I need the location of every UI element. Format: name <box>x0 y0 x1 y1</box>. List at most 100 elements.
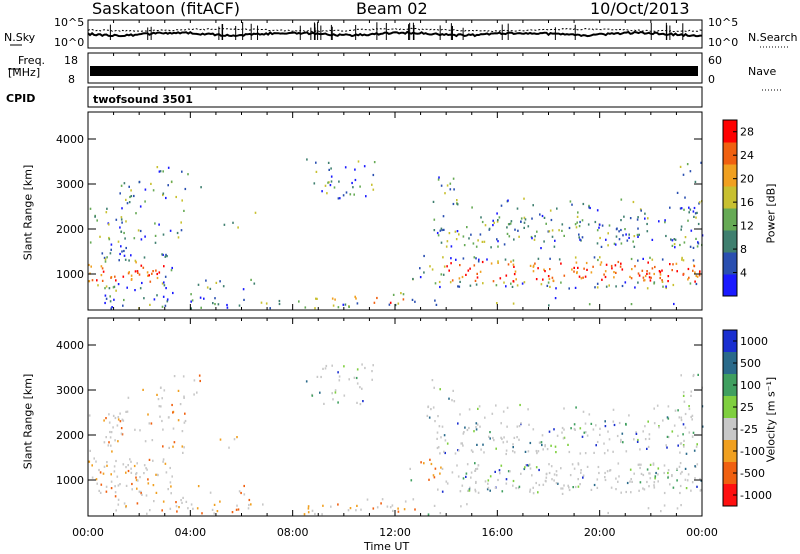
velocity-cell <box>131 488 133 491</box>
power-cell <box>453 188 455 191</box>
velocity-cell <box>592 428 595 431</box>
power-cell <box>512 280 515 283</box>
velocity-cell <box>518 485 521 488</box>
power-cell <box>330 175 333 178</box>
velocity-cell <box>146 512 148 515</box>
power-cell <box>315 161 317 164</box>
power-cell <box>688 276 690 279</box>
velocity-cell <box>348 378 350 381</box>
velocity-cell <box>136 487 138 490</box>
velocity-cell <box>505 452 507 456</box>
velocity-cell <box>693 449 696 452</box>
velocity-cell <box>584 452 587 455</box>
velocity-cell <box>484 480 487 483</box>
velocity-cell <box>110 444 112 447</box>
velocity-cell <box>475 422 478 425</box>
power-cell <box>440 241 443 244</box>
power-cell <box>490 246 492 249</box>
velocity-colorbar-tick-label: -25 <box>740 423 758 436</box>
velocity-cell <box>486 488 489 491</box>
velocity-cell <box>322 367 324 370</box>
velocity-cell <box>116 475 119 478</box>
velocity-cell <box>183 396 185 399</box>
power-cell <box>582 276 584 279</box>
velocity-cell <box>509 470 511 473</box>
velocity-cell <box>347 509 350 512</box>
power-cell <box>639 208 642 211</box>
velocity-cell <box>169 466 171 470</box>
velocity-cell <box>122 463 125 466</box>
power-cell <box>692 259 695 262</box>
velocity-cell <box>133 464 136 468</box>
power-cell <box>622 234 624 237</box>
velocity-cell <box>644 438 647 441</box>
velocity-cell <box>545 473 548 476</box>
velocity-cell <box>663 471 665 475</box>
power-cell <box>446 184 449 187</box>
power-cell <box>603 273 605 276</box>
velocity-cell <box>465 475 467 478</box>
power-cell <box>451 279 454 282</box>
velocity-cell <box>649 477 652 480</box>
power-cell <box>122 275 125 278</box>
power-cell <box>539 213 541 216</box>
velocity-cell <box>356 504 358 507</box>
velocity-cell <box>147 413 149 416</box>
velocity-cell <box>613 423 616 427</box>
velocity-cell <box>571 463 574 466</box>
power-cell <box>697 241 699 244</box>
power-cell <box>540 247 542 250</box>
velocity-cell <box>686 479 689 482</box>
power-cell <box>623 215 625 218</box>
power-cell <box>665 285 667 288</box>
velocity-cell <box>512 484 514 487</box>
power-cell <box>222 285 225 288</box>
power-cell <box>492 224 494 227</box>
velocity-cell <box>164 462 167 465</box>
velocity-cell <box>507 470 510 473</box>
velocity-cell <box>135 476 137 479</box>
power-cell <box>598 223 601 226</box>
power-cell <box>209 287 212 290</box>
power-cell <box>624 281 627 284</box>
power-cell <box>446 265 448 268</box>
power-cell <box>164 304 167 307</box>
velocity-colorbar-tick-label: 1000 <box>740 335 768 348</box>
power-cell <box>649 279 652 282</box>
power-cell <box>119 192 121 195</box>
power-cell <box>681 256 683 259</box>
velocity-cell <box>553 473 556 476</box>
power-cell <box>339 197 341 200</box>
velocity-cell <box>162 500 165 503</box>
velocity-cell <box>325 364 328 368</box>
velocity-cell <box>647 420 649 423</box>
velocity-cell <box>548 463 550 466</box>
velocity-cell <box>574 428 576 431</box>
power-cell <box>106 256 108 259</box>
power-cell <box>412 277 414 281</box>
power-cell <box>578 275 581 278</box>
velocity-cell <box>152 484 155 487</box>
velocity-cell <box>420 461 422 464</box>
cpid-value: twofsound 3501 <box>93 93 193 106</box>
power-cell <box>91 279 94 282</box>
velocity-cell <box>694 465 696 468</box>
nsearch-series <box>87 27 703 33</box>
velocity-cell <box>653 484 655 487</box>
velocity-cell <box>635 431 637 434</box>
velocity-cell <box>677 444 679 447</box>
power-cell <box>443 265 446 268</box>
power-cell <box>475 257 477 260</box>
velocity-cell <box>169 507 172 510</box>
velocity-cell <box>441 425 444 428</box>
velocity-cell <box>501 437 503 441</box>
power-cell <box>164 255 167 258</box>
velocity-cell <box>639 481 642 484</box>
power-cell <box>532 264 535 267</box>
power-cell <box>348 305 350 308</box>
power-cell <box>452 202 455 206</box>
power-cell <box>130 189 132 192</box>
velocity-cell <box>610 486 613 489</box>
power-cell <box>517 229 519 232</box>
velocity-cell <box>493 439 495 442</box>
